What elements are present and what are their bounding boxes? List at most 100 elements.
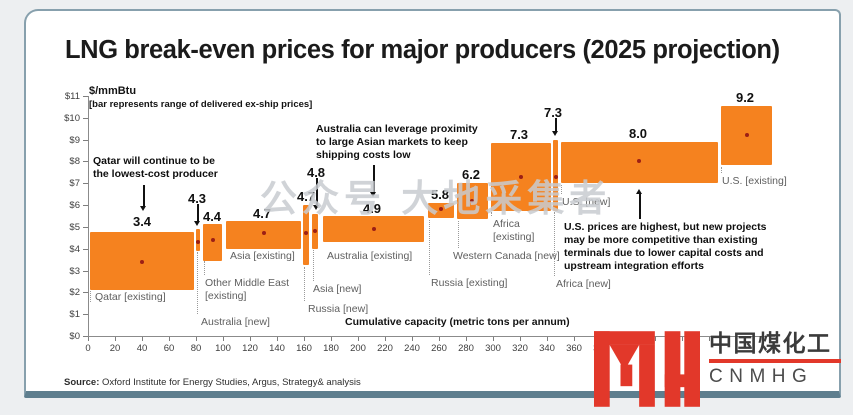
x-axis-tick-label: 120 (242, 343, 258, 354)
x-axis-tick (304, 337, 305, 341)
x-axis-tick (385, 337, 386, 341)
x-axis-title: Cumulative capacity (metric tons per ann… (345, 316, 570, 328)
bar-dot-asia-new (313, 229, 318, 234)
source-note: Source: Oxford Institute for Energy Stud… (64, 377, 361, 388)
bar-category-label-asia-existing: Asia [existing] (230, 250, 295, 263)
y-axis-tick-label: $3 (69, 265, 80, 277)
bar-value-label-australia-new: 4.3 (187, 191, 207, 206)
bar-dot-qatar-existing (140, 259, 144, 264)
x-axis-tick-label: 260 (431, 343, 447, 354)
bar-value-label-australia-existing: 4.9 (362, 201, 382, 216)
bar-arrow-africa-new-head (552, 131, 558, 136)
annotation-line: Qatar will continue to be (93, 155, 215, 167)
x-axis-tick (655, 337, 656, 341)
bar-dot-us-new (637, 159, 642, 164)
brand-name-chinese: 中国煤化工 (709, 330, 832, 356)
annotation-line: to large Asian markets to keep (316, 136, 468, 148)
bar-australia-new (196, 229, 201, 251)
note-qatar-arrow-line (143, 185, 145, 206)
y-axis-tick-label: $4 (69, 243, 80, 255)
page-title: LNG break-even prices for major producer… (65, 36, 780, 64)
y-axis-tick (83, 183, 88, 185)
x-axis-tick-label: 140 (269, 343, 285, 354)
y-axis-tick (83, 96, 88, 97)
bar-category-label-line: Qatar [existing] (95, 291, 166, 303)
x-axis-tick (493, 337, 494, 341)
bar-category-label-us-existing: U.S. [existing] (722, 175, 787, 188)
leader-line (561, 185, 562, 194)
x-axis-tick (250, 337, 251, 341)
bar-value-label-us-existing: 9.2 (735, 90, 755, 105)
x-axis-tick (223, 337, 224, 341)
x-axis-tick (736, 337, 737, 341)
y-axis-tick-label: $10 (64, 112, 80, 124)
x-axis-tick (412, 337, 413, 341)
bar-category-label-line: U.S. [existing] (722, 175, 787, 187)
bar-category-label-australia-existing: Australia [existing] (327, 250, 412, 263)
bar-dot-australia-existing (371, 227, 376, 232)
leader-line (90, 291, 91, 302)
x-axis-tick-label: 200 (350, 343, 366, 354)
y-axis-tick (83, 292, 88, 294)
y-axis-tick-label: $7 (69, 178, 80, 190)
y-axis-tick (83, 270, 88, 272)
leader-line (458, 221, 459, 248)
bar-value-label-africa-new: 7.3 (543, 105, 563, 120)
x-axis-tick (277, 337, 278, 341)
y-axis-tick (83, 205, 88, 207)
y-axis-tick-label: $2 (69, 287, 80, 299)
bar-category-label-line: Russia [existing] (431, 277, 508, 289)
bar-category-label-line: U.S. [new] (562, 196, 611, 208)
source-text: Oxford Institute for Energy Studies, Arg… (102, 377, 361, 388)
x-axis-tick (574, 337, 575, 341)
x-axis-line (88, 336, 775, 337)
x-axis-tick (547, 337, 548, 341)
annotation-line: terminals due to lower capital costs and (564, 247, 764, 259)
bar-value-label-western-canada-new: 6.2 (461, 167, 481, 182)
bar-category-label-line: Asia [existing] (230, 250, 295, 262)
bar-dot-africa-new (553, 174, 558, 179)
x-axis-tick-label: 80 (190, 343, 202, 354)
y-axis-tick (83, 139, 88, 141)
bar-dot-asia-existing (261, 231, 266, 236)
bar-dot-western-canada-new (470, 198, 475, 203)
bar-category-label-line: [existing] (493, 230, 535, 243)
x-axis-tick (358, 337, 359, 341)
annotation-line: may be more competitive than existing (564, 234, 758, 246)
bar-value-label-russia-new: 4.7 (296, 189, 316, 204)
annotation-line: U.S. prices are highest, but new project… (564, 221, 767, 233)
note-us-arrow-line (639, 194, 641, 219)
bar-category-label-russia-existing: Russia [existing] (431, 277, 507, 290)
x-axis-tick (115, 337, 116, 341)
bar-category-label-line: Russia [new] (308, 303, 369, 315)
x-axis-tick-label: 240 (404, 343, 420, 354)
leader-line (313, 250, 314, 281)
y-axis-tick (83, 161, 88, 163)
x-axis-tick (169, 337, 170, 341)
brand-logo: 中国煤化工 CNMHG (594, 330, 841, 408)
note-australia: Australia can leverage proximity to large… (316, 123, 478, 162)
x-axis-tick (88, 337, 89, 341)
leader-line (197, 252, 198, 314)
x-axis-tick (439, 337, 440, 341)
x-axis-tick-label: 60 (163, 343, 175, 354)
y-axis-tick (83, 226, 88, 228)
annotation-line: upstream integration efforts (564, 260, 705, 272)
bar-other-middle-east-existing (203, 223, 222, 261)
brand-logo-text: 中国煤化工 CNMHG (709, 330, 841, 387)
leader-line (429, 220, 430, 275)
x-axis-tick (520, 337, 521, 341)
y-axis-tick (83, 314, 88, 316)
annotation-line: shipping costs low (316, 149, 411, 161)
y-axis-tick-label: $0 (69, 331, 80, 342)
y-axis-tick (83, 117, 88, 119)
bar-category-label-africa-new: Africa [new] (556, 278, 611, 291)
annotation-line: the lowest-cost producer (93, 168, 218, 180)
leader-line (304, 267, 305, 301)
x-axis-tick-label: 0 (85, 343, 91, 354)
x-axis-tick-label: 360 (566, 343, 582, 354)
y-axis-tick-label: $1 (69, 309, 80, 321)
bar-category-label-line: Asia [new] (313, 283, 362, 295)
